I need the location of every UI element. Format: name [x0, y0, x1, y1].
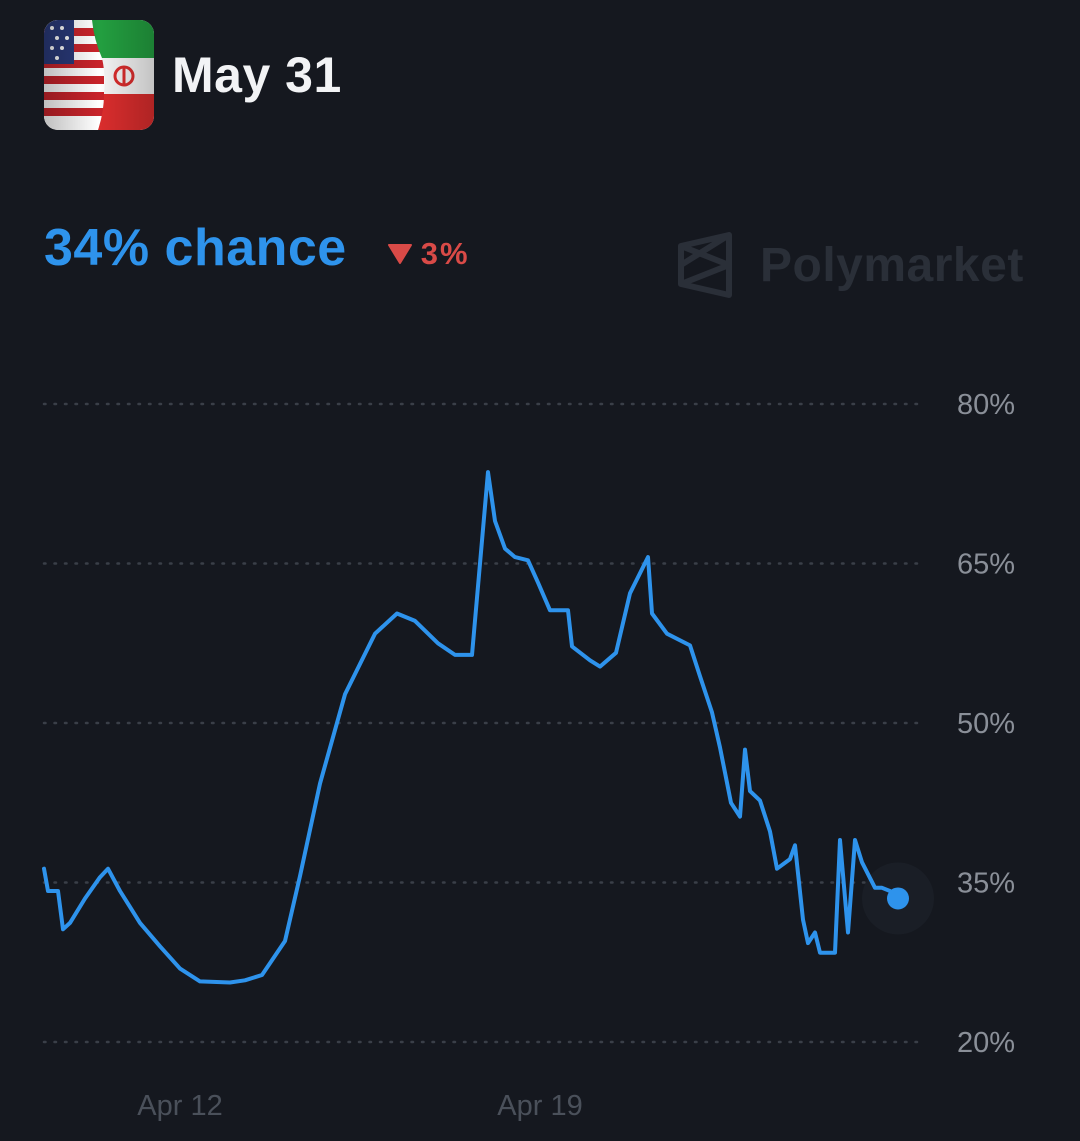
y-tick-label: 80% — [957, 389, 1015, 421]
x-axis-labels: Apr 12 Apr 19 — [137, 1090, 582, 1122]
polymarket-watermark: Polymarket — [676, 232, 1024, 298]
polymarket-logo-icon — [678, 232, 732, 298]
y-axis-labels: 80% 65% 50% 35% 20% — [957, 389, 1015, 1059]
grid-layer — [42, 402, 928, 1044]
change-badge: 3% — [387, 236, 470, 272]
x-tick-label: Apr 12 — [137, 1090, 222, 1122]
market-header: May 31 — [44, 20, 342, 130]
y-tick-label: 50% — [957, 708, 1015, 740]
x-tick-label: Apr 19 — [497, 1090, 582, 1122]
current-point-marker — [887, 887, 909, 910]
us-iran-flags-icon — [44, 20, 154, 130]
series-layer — [42, 470, 934, 985]
probability-value: 34% chance — [44, 219, 347, 277]
triangle-down-icon — [387, 244, 412, 264]
y-tick-label: 35% — [957, 868, 1015, 900]
y-tick-label: 20% — [957, 1027, 1015, 1059]
y-tick-label: 65% — [957, 549, 1015, 581]
probability-series-line — [42, 470, 900, 985]
watermark-text: Polymarket — [760, 238, 1024, 292]
change-value: 3% — [420, 236, 470, 271]
probability-summary: 34% chance 3% — [44, 218, 470, 278]
market-title: May 31 — [172, 47, 342, 103]
